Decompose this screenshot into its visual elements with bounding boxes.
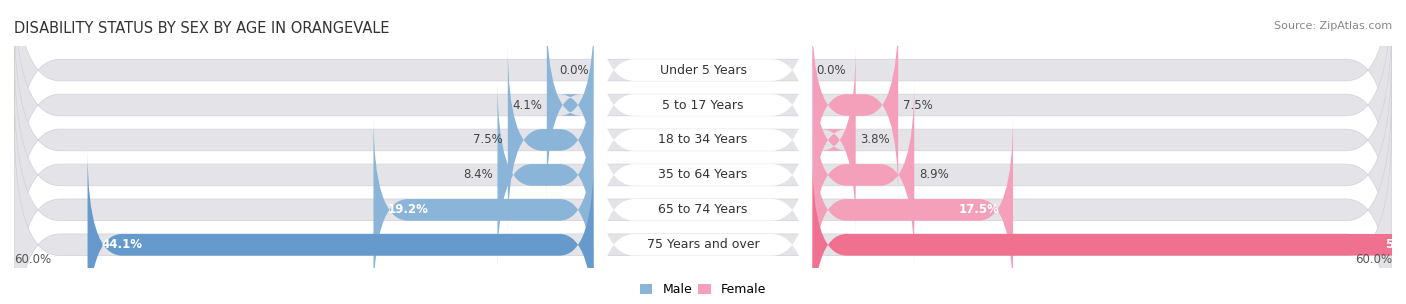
Text: 8.9%: 8.9%: [920, 168, 949, 181]
Text: 75 Years and over: 75 Years and over: [647, 238, 759, 251]
Text: Source: ZipAtlas.com: Source: ZipAtlas.com: [1274, 21, 1392, 31]
Text: 5 to 17 Years: 5 to 17 Years: [662, 98, 744, 112]
FancyBboxPatch shape: [14, 11, 1392, 269]
Text: 60.0%: 60.0%: [14, 254, 51, 267]
FancyBboxPatch shape: [374, 116, 593, 304]
FancyBboxPatch shape: [14, 0, 1392, 234]
FancyBboxPatch shape: [813, 81, 914, 269]
FancyBboxPatch shape: [593, 0, 813, 216]
Text: DISABILITY STATUS BY SEX BY AGE IN ORANGEVALE: DISABILITY STATUS BY SEX BY AGE IN ORANG…: [14, 21, 389, 36]
Text: 17.5%: 17.5%: [959, 203, 1000, 216]
FancyBboxPatch shape: [14, 0, 1392, 199]
Text: 8.4%: 8.4%: [463, 168, 494, 181]
FancyBboxPatch shape: [508, 46, 593, 234]
Text: 3.8%: 3.8%: [860, 133, 890, 147]
FancyBboxPatch shape: [14, 46, 1392, 304]
Text: 0.0%: 0.0%: [817, 64, 846, 77]
Text: 7.5%: 7.5%: [474, 133, 503, 147]
FancyBboxPatch shape: [593, 0, 813, 181]
FancyBboxPatch shape: [547, 11, 593, 199]
Text: 60.0%: 60.0%: [1355, 254, 1392, 267]
FancyBboxPatch shape: [593, 29, 813, 251]
FancyBboxPatch shape: [498, 81, 593, 269]
Text: 44.1%: 44.1%: [101, 238, 142, 251]
Legend: Male, Female: Male, Female: [636, 278, 770, 301]
FancyBboxPatch shape: [87, 151, 593, 304]
Text: 18 to 34 Years: 18 to 34 Years: [658, 133, 748, 147]
FancyBboxPatch shape: [813, 151, 1406, 304]
FancyBboxPatch shape: [593, 133, 813, 304]
Text: 54.7%: 54.7%: [1385, 238, 1406, 251]
Text: 35 to 64 Years: 35 to 64 Years: [658, 168, 748, 181]
FancyBboxPatch shape: [593, 98, 813, 304]
FancyBboxPatch shape: [813, 116, 1012, 304]
FancyBboxPatch shape: [593, 64, 813, 286]
FancyBboxPatch shape: [813, 11, 898, 199]
Text: 65 to 74 Years: 65 to 74 Years: [658, 203, 748, 216]
FancyBboxPatch shape: [14, 81, 1392, 304]
Text: 0.0%: 0.0%: [560, 64, 589, 77]
Text: 19.2%: 19.2%: [387, 203, 427, 216]
Text: 4.1%: 4.1%: [512, 98, 543, 112]
FancyBboxPatch shape: [813, 46, 856, 234]
FancyBboxPatch shape: [14, 116, 1392, 304]
Text: Under 5 Years: Under 5 Years: [659, 64, 747, 77]
Text: 7.5%: 7.5%: [903, 98, 932, 112]
